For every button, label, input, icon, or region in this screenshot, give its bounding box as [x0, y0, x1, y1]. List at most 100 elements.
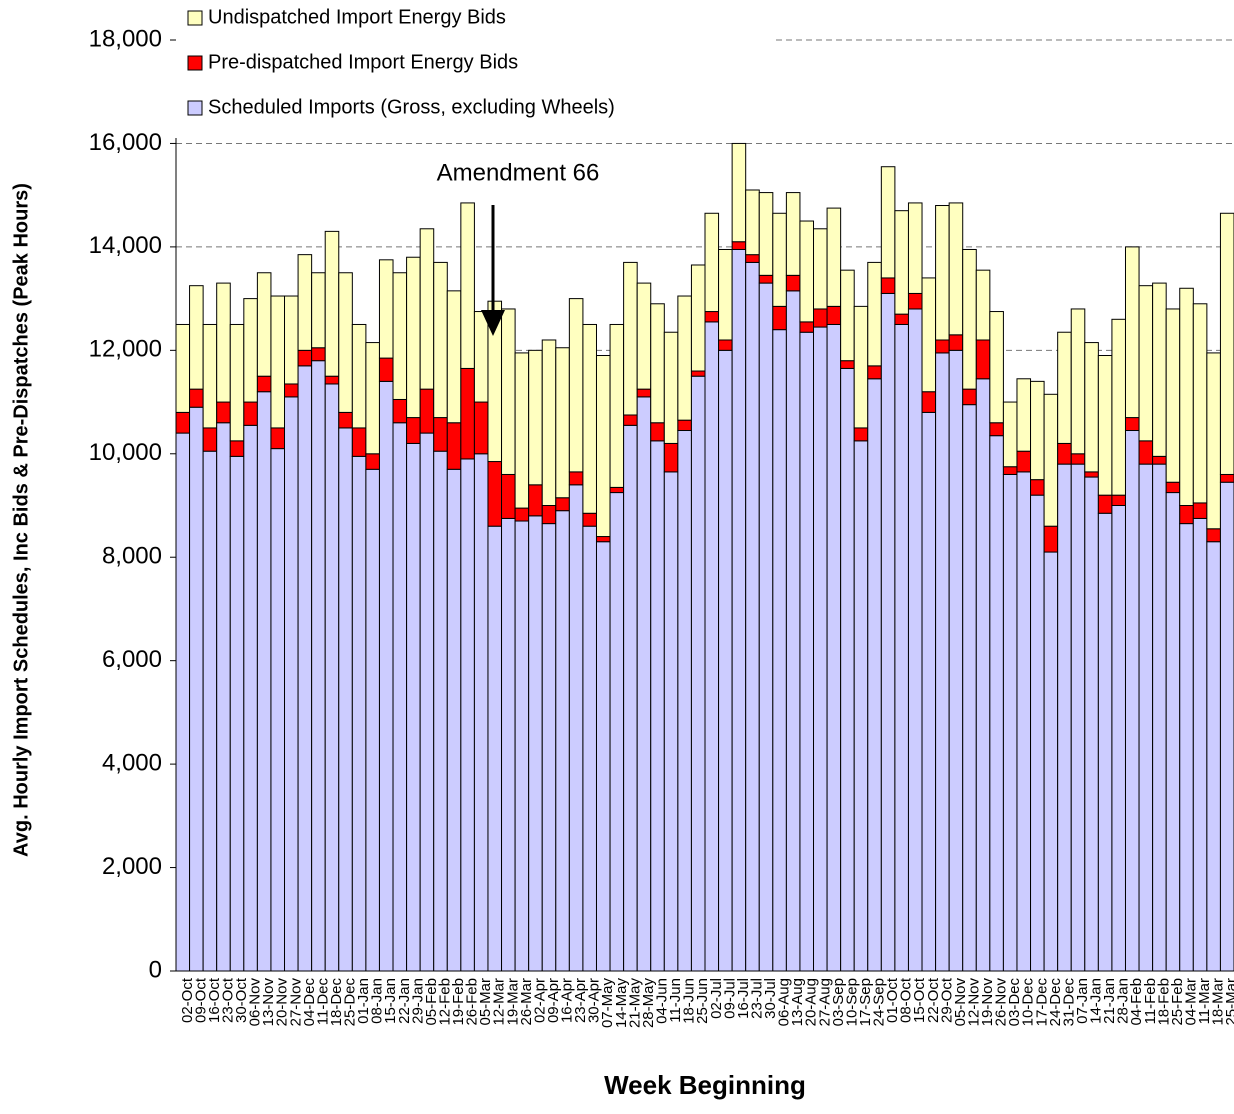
bar-segment	[894, 323, 909, 972]
bar-segment	[351, 455, 367, 972]
bar-segment	[175, 411, 191, 434]
bar-segment	[785, 290, 801, 972]
bar-segment	[718, 349, 733, 972]
bar-segment	[731, 241, 747, 250]
x-tick-label: 31-Dec	[1060, 978, 1077, 1027]
bar-segment	[514, 507, 530, 522]
x-tick-label: 21-May	[626, 978, 643, 1029]
bar-segment	[758, 282, 774, 972]
bar-segment	[243, 298, 258, 403]
bar-segment	[1138, 463, 1154, 972]
x-tick-label: 04-Dec	[301, 978, 318, 1027]
x-tick-label: 12-Nov	[965, 978, 982, 1027]
bar-segment	[514, 520, 530, 972]
bar-segment	[202, 323, 218, 429]
x-tick-label: 29-Jan	[409, 978, 426, 1024]
bar-segment	[1030, 479, 1045, 496]
bar-segment	[1179, 505, 1194, 525]
x-tick-label: 09-Jul	[721, 978, 738, 1019]
bar-segment	[975, 378, 991, 972]
bar-segment	[1097, 512, 1113, 972]
bar-segment	[785, 274, 801, 292]
bar-segment	[718, 248, 733, 341]
bar-segment	[216, 282, 231, 403]
bar-segment	[826, 305, 842, 325]
bar-segment	[690, 370, 706, 377]
bar-segment	[582, 525, 597, 972]
bar-segment	[1002, 473, 1018, 972]
bar-segment	[1206, 352, 1221, 530]
x-tick-label: 10-Sep	[843, 978, 860, 1026]
x-tick-label: 11-Mar	[1196, 978, 1213, 1024]
bar-segment	[216, 401, 231, 424]
bar-segment	[1124, 417, 1140, 432]
bar-segment	[650, 422, 665, 442]
bar-segment	[1070, 308, 1086, 455]
bar-segment	[406, 442, 421, 972]
bar-segment	[880, 166, 896, 279]
bar-segment	[1192, 303, 1208, 504]
bar-segment	[419, 228, 435, 390]
bar-segment	[623, 414, 638, 426]
bar-segment	[826, 323, 842, 972]
x-tick-label: 07-May	[599, 978, 616, 1029]
bar-segment	[731, 142, 747, 243]
bar-segment	[1016, 378, 1032, 452]
bar-segment	[446, 290, 462, 424]
x-tick-label: 30-Jul	[762, 978, 779, 1019]
bar-segment	[1002, 401, 1018, 468]
bar-segment	[284, 396, 299, 972]
y-axis-title: Avg. Hourly Import Schedules, Inc Bids &…	[10, 183, 32, 857]
bar-segment	[1043, 393, 1059, 527]
bar-segment	[623, 424, 638, 972]
bar-segment	[392, 398, 408, 424]
x-tick-label: 02-Apr	[531, 978, 548, 1023]
bar-segment	[297, 349, 313, 367]
bar-segment	[623, 261, 638, 416]
bar-segment	[989, 311, 1004, 424]
bar-segment	[189, 388, 204, 408]
bar-segment	[338, 411, 353, 429]
bar-segment	[921, 411, 937, 972]
x-tick-label: 14-May	[613, 978, 630, 1029]
x-tick-label: 03-Dec	[1006, 978, 1023, 1027]
x-tick-label: 01-Oct	[884, 977, 901, 1023]
x-axis-title: Week Beginning	[604, 1070, 806, 1100]
bar-segment	[202, 450, 218, 972]
bar-segment	[555, 510, 570, 972]
bar-segment	[406, 256, 421, 419]
bar-segment	[636, 388, 652, 398]
x-tick-label: 30-Apr	[586, 978, 603, 1023]
bar-segment	[948, 202, 964, 336]
bar-segment	[501, 517, 516, 972]
bar-segment	[419, 432, 435, 972]
bar-segment	[433, 417, 448, 452]
bar-segment	[216, 422, 231, 972]
x-tick-label: 12-Feb	[436, 978, 453, 1026]
bar-segment	[867, 365, 882, 380]
x-tick-label: 11-Dec	[314, 978, 331, 1026]
x-tick-label: 20-Aug	[803, 978, 820, 1026]
bar-segment	[202, 427, 218, 452]
bar-segment	[1057, 442, 1072, 465]
x-tick-label: 18-Dec	[328, 978, 345, 1027]
x-tick-label: 14-Jan	[1088, 978, 1105, 1024]
bar-segment	[311, 347, 326, 362]
x-tick-label: 16-Oct	[206, 977, 223, 1023]
bar-segment	[745, 189, 760, 256]
bar-segment	[1084, 471, 1099, 478]
legend-swatch	[187, 55, 203, 71]
x-tick-label: 11-Jun	[667, 978, 684, 1023]
x-tick-label: 29-Oct	[938, 977, 955, 1023]
bar-segment	[1192, 517, 1208, 972]
bar-segment	[1124, 430, 1140, 972]
bar-segment	[270, 448, 286, 972]
bar-segment	[907, 308, 923, 972]
bar-segment	[636, 282, 652, 390]
x-tick-label: 19-Nov	[979, 978, 996, 1027]
bar-segment	[921, 277, 937, 393]
x-tick-label: 27-Aug	[816, 978, 833, 1026]
x-tick-label: 16-Apr	[559, 978, 576, 1023]
bar-segment	[1043, 525, 1059, 553]
bar-segment	[636, 396, 652, 972]
